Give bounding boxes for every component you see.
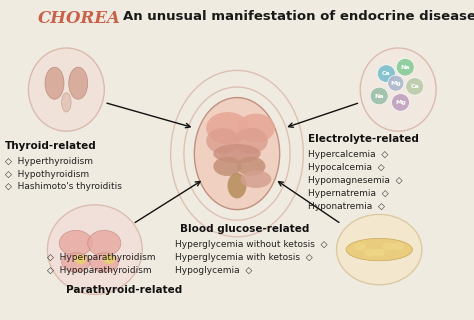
Text: Blood glucose-related: Blood glucose-related	[180, 224, 310, 234]
Ellipse shape	[374, 249, 385, 257]
Text: ◇  Hypoparathyroidism: ◇ Hypoparathyroidism	[47, 266, 152, 275]
Ellipse shape	[377, 65, 395, 82]
Text: Hypernatremia  ◇: Hypernatremia ◇	[308, 189, 389, 198]
Text: Mg: Mg	[395, 100, 406, 105]
Ellipse shape	[360, 48, 436, 131]
Text: Ca: Ca	[382, 71, 391, 76]
Text: Mg: Mg	[391, 81, 401, 86]
Ellipse shape	[59, 230, 92, 256]
Text: Electrolyte-related: Electrolyte-related	[308, 134, 419, 144]
Ellipse shape	[47, 205, 142, 294]
Text: Ca: Ca	[410, 84, 419, 89]
Text: Thyroid-related: Thyroid-related	[5, 141, 97, 151]
Text: CHOREA: CHOREA	[38, 10, 121, 27]
Text: An unusual manifestation of endocrine diseases: An unusual manifestation of endocrine di…	[123, 10, 474, 23]
Ellipse shape	[213, 144, 261, 163]
Ellipse shape	[364, 249, 375, 257]
Ellipse shape	[206, 112, 249, 144]
Ellipse shape	[237, 114, 275, 142]
Text: Hyperglycemia with ketosis  ◇: Hyperglycemia with ketosis ◇	[175, 253, 313, 262]
Ellipse shape	[45, 67, 64, 99]
Ellipse shape	[90, 253, 118, 272]
Ellipse shape	[392, 93, 410, 111]
Ellipse shape	[392, 243, 404, 250]
Ellipse shape	[337, 214, 422, 285]
Text: Na: Na	[374, 93, 384, 99]
Ellipse shape	[88, 230, 121, 256]
Text: ◇  Hashimoto's thyroiditis: ◇ Hashimoto's thyroiditis	[5, 182, 122, 191]
Ellipse shape	[370, 87, 388, 105]
Text: Hypocalcemia  ◇: Hypocalcemia ◇	[308, 163, 385, 172]
Ellipse shape	[354, 243, 366, 250]
Ellipse shape	[237, 157, 265, 176]
Ellipse shape	[103, 254, 115, 264]
Ellipse shape	[194, 98, 280, 210]
Ellipse shape	[240, 170, 271, 188]
Ellipse shape	[62, 253, 90, 272]
Text: Hypomagnesemia  ◇: Hypomagnesemia ◇	[308, 176, 402, 185]
Ellipse shape	[406, 77, 424, 95]
Text: Hypercalcemia  ◇: Hypercalcemia ◇	[308, 150, 388, 159]
Ellipse shape	[383, 243, 394, 250]
Ellipse shape	[75, 254, 86, 264]
Ellipse shape	[213, 157, 242, 176]
Ellipse shape	[28, 48, 104, 131]
Text: Parathyroid-related: Parathyroid-related	[66, 285, 182, 295]
Ellipse shape	[206, 128, 239, 154]
Text: Hyponatremia  ◇: Hyponatremia ◇	[308, 202, 385, 211]
Text: ◇  Hyperthyroidism: ◇ Hyperthyroidism	[5, 157, 93, 166]
Ellipse shape	[388, 75, 404, 91]
Text: Na: Na	[401, 65, 410, 70]
Ellipse shape	[62, 93, 71, 112]
Ellipse shape	[69, 67, 88, 99]
Ellipse shape	[235, 128, 268, 154]
Ellipse shape	[228, 173, 246, 198]
Text: ◇  Hypothyroidism: ◇ Hypothyroidism	[5, 170, 89, 179]
Ellipse shape	[346, 238, 412, 261]
Text: Hypoglycemia  ◇: Hypoglycemia ◇	[175, 266, 253, 275]
Ellipse shape	[396, 58, 414, 76]
Text: ◇  Hyperparathyroidism: ◇ Hyperparathyroidism	[47, 253, 156, 262]
Text: Hyperglycemia without ketosis  ◇: Hyperglycemia without ketosis ◇	[175, 240, 328, 249]
